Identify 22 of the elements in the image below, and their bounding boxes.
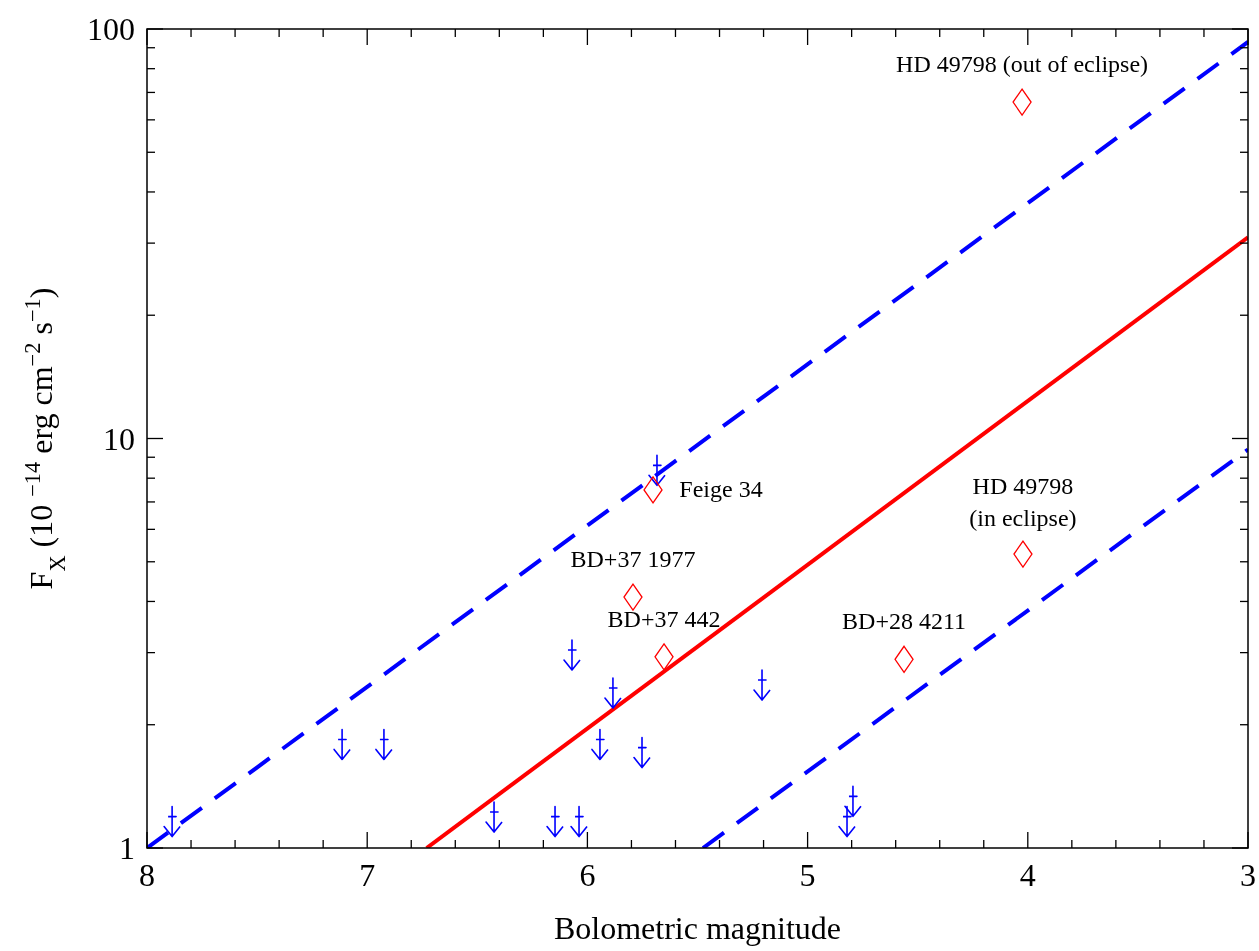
point <box>1012 88 1032 116</box>
x-tick-label: 8 <box>139 857 155 893</box>
annotation: BD+37 442 <box>607 605 721 632</box>
x-tick-label: 4 <box>1019 857 1036 893</box>
y-tick-label: 10 <box>103 420 135 457</box>
y-tick-label: 1 <box>119 830 135 867</box>
y-tick-label: 100 <box>87 11 135 48</box>
annotation: HD 49798 (out of eclipse) <box>896 51 1149 78</box>
x-tick-label: 7 <box>359 857 376 893</box>
annotation: Feige 34 <box>679 475 763 502</box>
annotation: BD+28 4211 <box>842 608 967 635</box>
x-axis-title: Bolometric magnitude <box>553 910 842 946</box>
x-tick-label: 5 <box>799 857 816 893</box>
point <box>894 645 914 673</box>
point <box>1013 540 1033 568</box>
point <box>623 583 643 611</box>
x-tick-label: 6 <box>579 857 596 893</box>
annotation: HD 49798 (in eclipse) <box>969 473 1077 532</box>
point <box>643 476 663 504</box>
x-tick-label: 3 <box>1240 857 1256 893</box>
annotation: BD+37 1977 <box>570 546 696 573</box>
point <box>654 643 674 671</box>
